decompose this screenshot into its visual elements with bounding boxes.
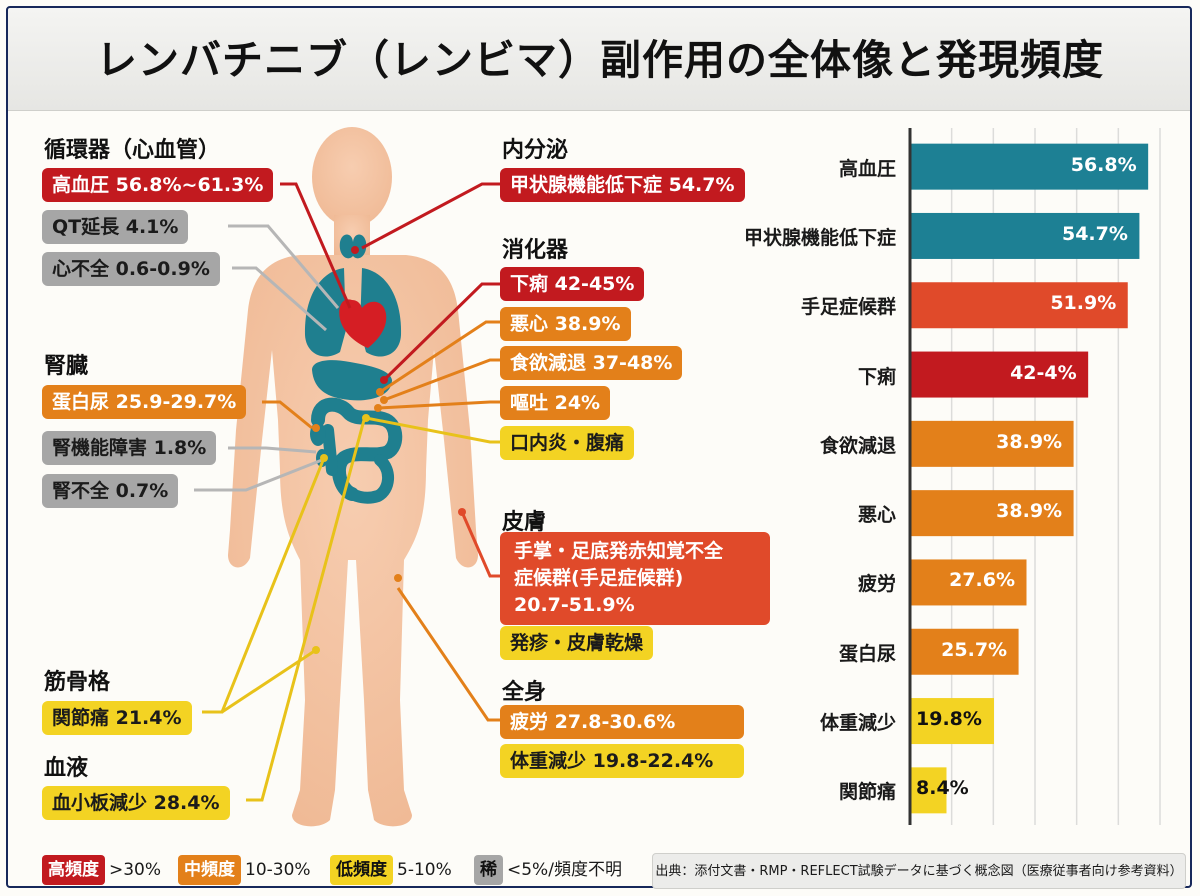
chart-value-label: 54.7% [1061, 222, 1128, 245]
tag-arthralgia: 関節痛 21.4% [42, 701, 192, 735]
title-bar [8, 8, 1192, 111]
tag-stomatitis: 口内炎・腹痛 [500, 426, 635, 460]
legend-rare-text: <5%/頻度不明 [507, 860, 622, 880]
chart-bar [911, 490, 1074, 537]
page-title: レンバチニブ（レンビマ）副作用の全体像と発現頻度 [96, 36, 1104, 84]
chart-value-label: 25.7% [941, 638, 1008, 661]
chart-category-label: 悪心 [857, 504, 896, 527]
section-systemic: 全身 [502, 680, 547, 705]
tag-appetite-loss: 食欲減退 37-48% [500, 346, 683, 380]
section-cardio: 循環器（心血管） [44, 138, 221, 163]
hfs-line-3: 20.7-51.9% [514, 594, 635, 616]
chart-category-label: 下痢 [857, 365, 896, 388]
chart-bar [911, 212, 1140, 259]
chart-category-label: 食欲減退 [819, 434, 896, 457]
tag-proteinuria: 蛋白尿 25.9-29.7% [42, 385, 247, 419]
thyroid-icon [339, 234, 367, 259]
chart-value-label: 56.8% [1070, 153, 1137, 176]
chart-category-label: 高血圧 [838, 157, 896, 180]
chart-value-label: 51.9% [1050, 292, 1117, 315]
legend-high: 高頻度 >30% [42, 855, 161, 885]
section-digestive: 消化器 [502, 238, 569, 263]
chart-bar [911, 559, 1027, 606]
chart-value-label: 27.6% [949, 569, 1015, 592]
section-endocrine: 内分泌 [502, 138, 569, 163]
heart-icon [339, 299, 387, 348]
section-skin: 皮膚 [502, 510, 547, 535]
tag-vomiting: 嘔吐 24% [500, 386, 611, 420]
section-musculoskeletal: 筋骨格 [44, 670, 111, 695]
chart-value-label: 42-4% [1010, 361, 1077, 384]
chart-category-label: 甲状腺機能低下症 [743, 226, 896, 249]
legend-rare-chip: 稀 [474, 855, 503, 885]
tag-hypothyroidism: 甲状腺機能低下症 54.7% [500, 168, 745, 202]
tag-hypertension: 高血圧 56.8%~61.3% [42, 168, 274, 202]
legend-low-text: 5-10% [397, 860, 452, 880]
section-kidney: 腎臓 [44, 354, 89, 379]
tag-hand-foot-syndrome: 手掌・足底発赤知覚不全 症候群(手足症候群) 20.7-51.9% [500, 532, 770, 625]
tag-heart-failure: 心不全 0.6-0.9% [42, 252, 220, 286]
page-frame [6, 6, 1192, 888]
chart-category-label: 蛋白尿 [838, 642, 896, 665]
legend-high-chip: 高頻度 [42, 855, 105, 885]
chart-category-label: 手足症候群 [800, 296, 896, 319]
chart-category-label: 関節痛 [838, 781, 896, 804]
chart-category-label: 体重減少 [819, 712, 896, 735]
legend-rare: 稀 <5%/頻度不明 [474, 855, 622, 885]
legend-high-text: >30% [109, 860, 162, 880]
chart-value-label: 38.9% [996, 500, 1063, 523]
chart-category-label: 疲労 [857, 573, 896, 596]
legend-mid: 中頻度 10-30% [178, 855, 311, 885]
chart-bar [911, 698, 994, 745]
chart-bar [911, 628, 1019, 675]
chart-bar [911, 767, 947, 814]
hfs-line-1: 手掌・足底発赤知覚不全 [514, 540, 724, 562]
tag-rash: 発疹・皮膚乾燥 [500, 626, 654, 660]
tag-renal-failure: 腎不全 0.7% [42, 474, 179, 508]
legend-low: 低頻度 5-10% [330, 855, 452, 885]
tag-qt-prolongation: QT延長 4.1% [42, 210, 189, 244]
legend-mid-chip: 中頻度 [178, 855, 241, 885]
leader-lines [194, 182, 500, 802]
hfs-line-2: 症候群(手足症候群) [514, 567, 684, 589]
legend-mid-text: 10-30% [245, 860, 311, 880]
source-note: 出典：添付文書・RMP・REFLECT試験データに基づく概念図（医療従事者向け参… [652, 853, 1186, 889]
tag-thrombocytopenia: 血小板減少 28.4% [42, 786, 230, 820]
tag-weight-loss: 体重減少 19.8-22.4% [500, 744, 744, 778]
lungs-icon [304, 268, 346, 357]
tag-nausea: 悪心 38.9% [500, 307, 631, 341]
chart-bar [911, 282, 1128, 329]
chart-bar [911, 143, 1149, 190]
chart-value-label: 38.9% [996, 430, 1063, 453]
chart-value-label: 19.8% [916, 708, 982, 731]
tag-renal-dysfunction: 腎機能障害 1.8% [42, 431, 217, 465]
section-blood: 血液 [44, 756, 89, 781]
chart-bar [911, 351, 1089, 398]
liver-icon [312, 360, 392, 401]
chart-bar [911, 420, 1074, 467]
legend-low-chip: 低頻度 [330, 855, 393, 885]
tag-fatigue: 疲労 27.8-30.6% [500, 705, 744, 739]
intestine-icon [311, 397, 403, 501]
tag-diarrhea: 下痢 42-45% [500, 267, 645, 301]
chart-value-label: 8.4% [916, 777, 969, 800]
